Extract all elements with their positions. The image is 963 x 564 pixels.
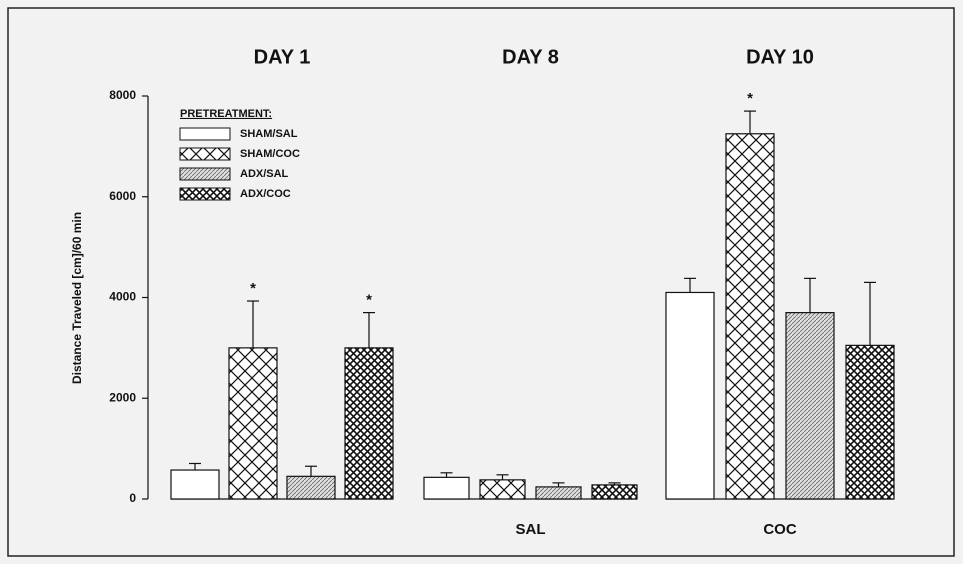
group-title: DAY 1 xyxy=(254,46,311,68)
bar xyxy=(591,484,638,500)
legend-swatch xyxy=(179,187,231,201)
legend-title: PRETREATMENT: xyxy=(180,108,272,120)
y-tick-label: 8000 xyxy=(109,88,136,102)
legend-label: SHAM/SAL xyxy=(240,128,298,140)
legend-label: ADX/SAL xyxy=(240,168,289,180)
group-label: SAL xyxy=(516,521,546,538)
y-tick-label: 6000 xyxy=(109,189,136,203)
significance-marker: * xyxy=(250,280,256,297)
y-tick-label: 4000 xyxy=(109,290,136,304)
legend-label: ADX/COC xyxy=(240,188,291,200)
bar xyxy=(170,469,220,500)
bar xyxy=(286,475,336,500)
bar xyxy=(535,486,582,500)
y-tick-label: 2000 xyxy=(109,390,136,404)
legend-swatch xyxy=(179,167,231,181)
frame xyxy=(7,7,955,557)
bar xyxy=(725,133,775,500)
legend-swatch xyxy=(179,147,231,161)
bar xyxy=(785,312,835,500)
bar xyxy=(344,347,394,500)
y-tick-label: 0 xyxy=(129,491,136,505)
significance-marker: * xyxy=(366,292,372,309)
bar xyxy=(423,476,470,500)
bar xyxy=(845,344,895,500)
legend-label: SHAM/COC xyxy=(240,148,300,160)
group-label: COC xyxy=(763,521,797,538)
legend-swatch xyxy=(179,127,231,141)
group-title: DAY 10 xyxy=(746,46,814,68)
significance-marker: * xyxy=(747,90,753,107)
bar xyxy=(228,347,278,500)
y-axis-label: Distance Traveled [cm]/60 min xyxy=(70,212,84,384)
bar xyxy=(665,291,715,500)
bar xyxy=(479,479,526,500)
group-title: DAY 8 xyxy=(502,46,559,68)
